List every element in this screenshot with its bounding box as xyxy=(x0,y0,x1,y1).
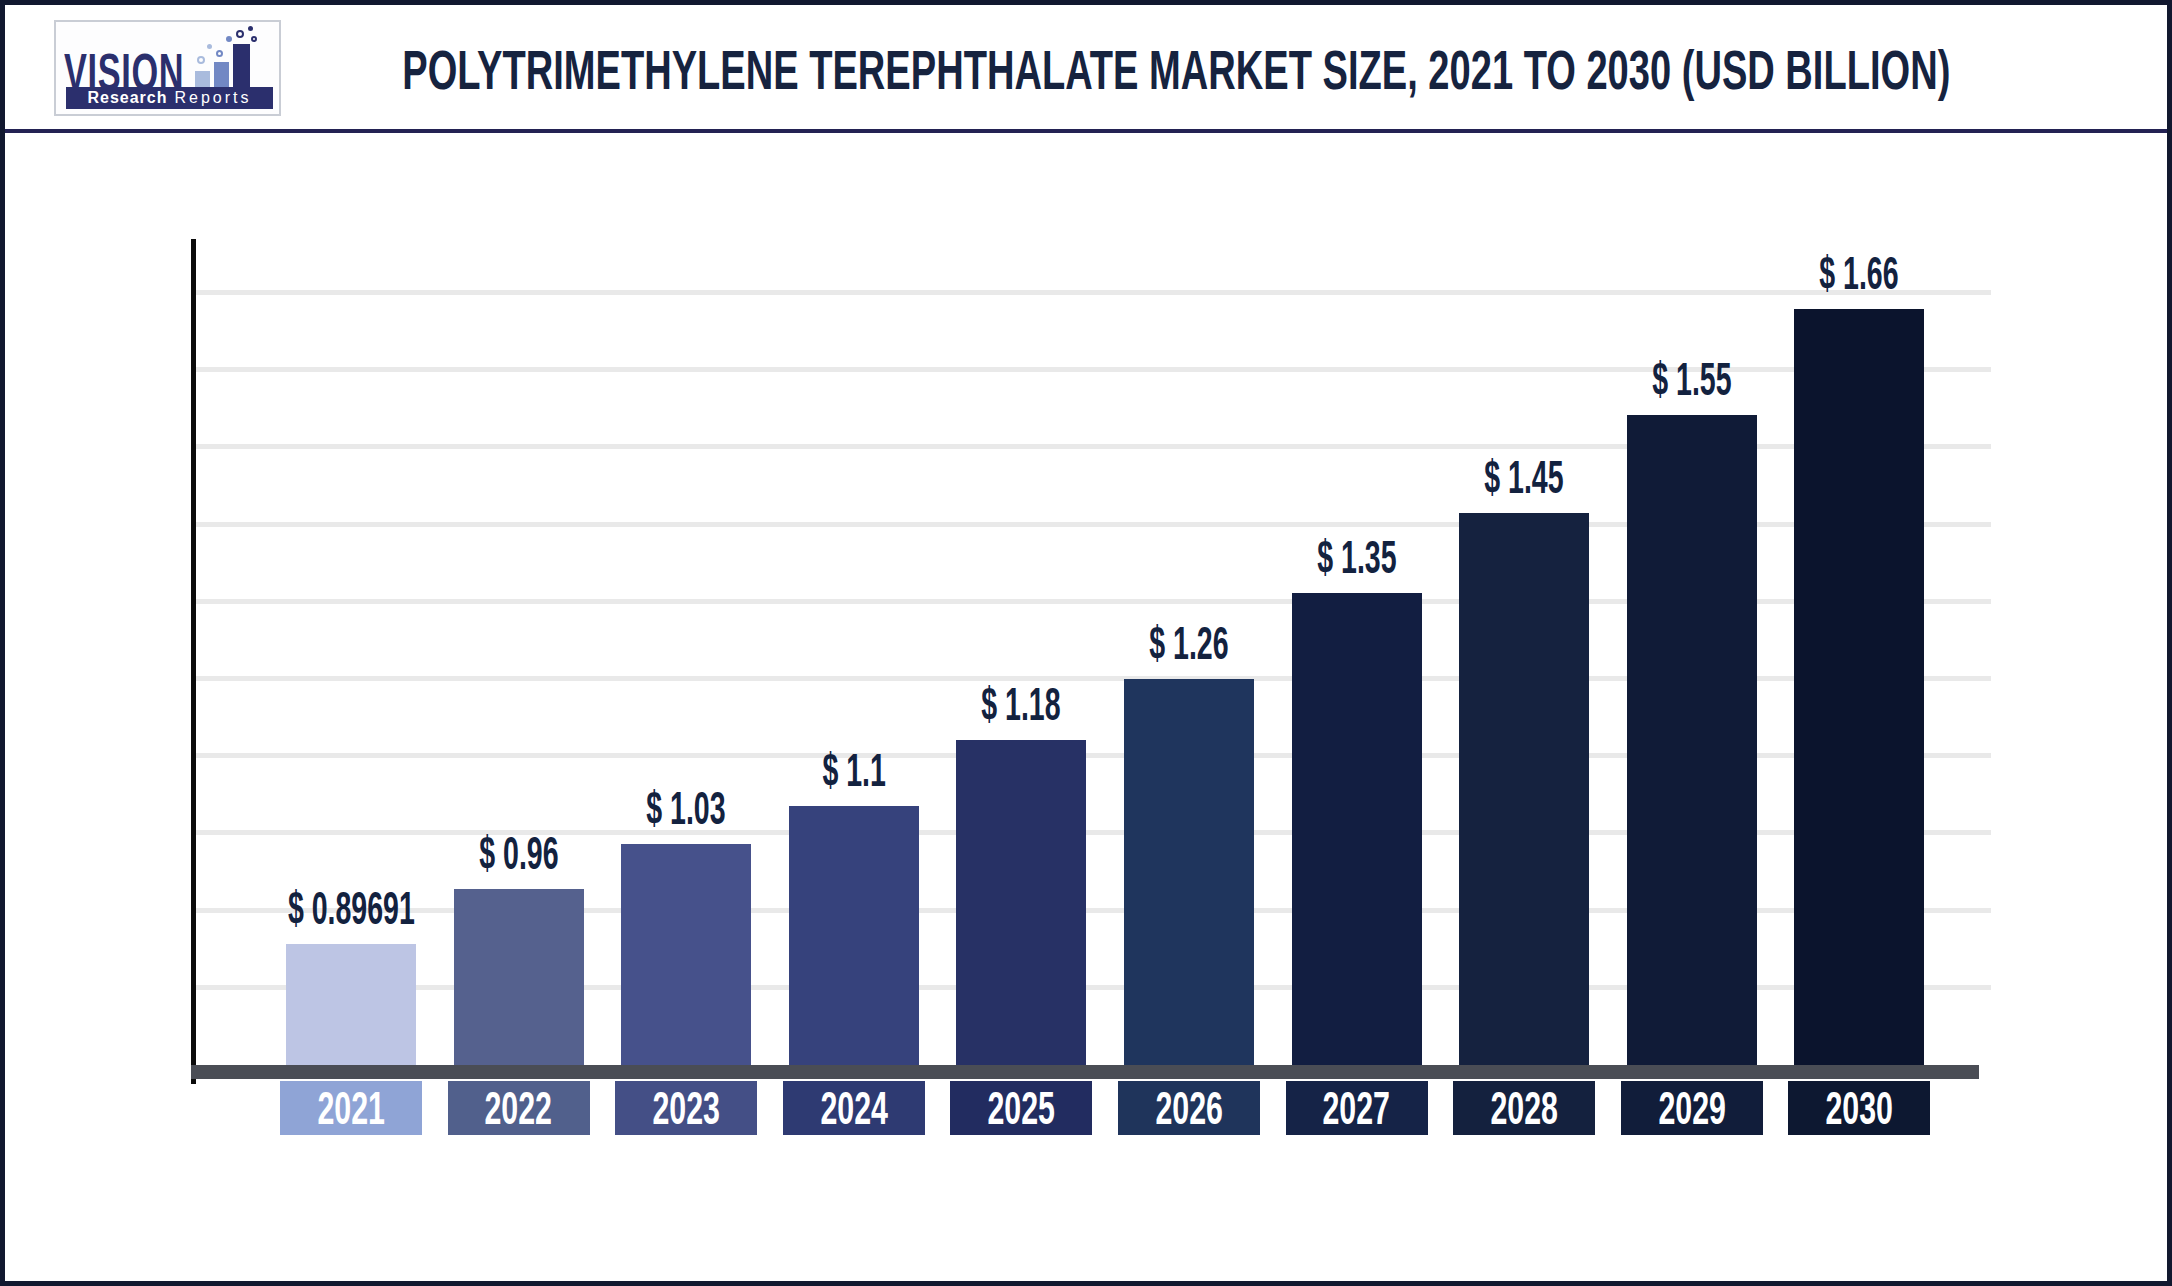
x-axis-label-2023: 2023 xyxy=(615,1081,757,1135)
logo-bubble-icon xyxy=(226,36,232,42)
logo-bubble-icon xyxy=(236,30,244,38)
x-axis-label-2022: 2022 xyxy=(448,1081,590,1135)
x-axis-line xyxy=(191,1065,1979,1079)
logo-tagline-bold: Research xyxy=(87,90,167,106)
bar-2024 xyxy=(789,806,919,1065)
page-title: POLYTRIMETHYLENE TEREPHTHALATE MARKET SI… xyxy=(275,27,2077,111)
bar-2027 xyxy=(1292,593,1422,1065)
logo-bubble-icon xyxy=(248,26,253,31)
bar-2021 xyxy=(286,944,416,1065)
bar-2030 xyxy=(1794,309,1924,1065)
bar-2026 xyxy=(1124,679,1254,1065)
bar-chart: $ 0.89691$ 0.96$ 1.03$ 1.1$ 1.18$ 1.26$ … xyxy=(5,134,2167,1286)
infographic-frame: VISION Research Reports POLYTRIMETHYLENE… xyxy=(0,0,2172,1286)
logo-bubble-icon xyxy=(207,44,212,49)
logo-bubble-icon xyxy=(251,36,257,42)
x-axis-label-2026: 2026 xyxy=(1118,1081,1260,1135)
x-axis-label-2030: 2030 xyxy=(1788,1081,1930,1135)
header-divider xyxy=(5,129,2167,133)
bar-2028 xyxy=(1459,513,1589,1065)
x-axis-label-2027: 2027 xyxy=(1286,1081,1428,1135)
x-axis-label-2028: 2028 xyxy=(1453,1081,1595,1135)
x-axis-label-2025: 2025 xyxy=(950,1081,1092,1135)
logo-tagline-light: Reports xyxy=(175,90,252,106)
logo-bubble-icon xyxy=(216,50,223,57)
header: VISION Research Reports POLYTRIMETHYLENE… xyxy=(5,5,2167,126)
bar-2025 xyxy=(956,740,1086,1065)
bar-2022 xyxy=(454,889,584,1065)
logo-banner: Research Reports xyxy=(66,87,273,109)
x-axis-label-2029: 2029 xyxy=(1621,1081,1763,1135)
logo-bubble-icon xyxy=(197,56,205,64)
y-axis-line xyxy=(191,239,196,1084)
vision-research-reports-logo: VISION Research Reports xyxy=(54,20,281,116)
bar-2029 xyxy=(1627,415,1757,1065)
bar-2023 xyxy=(621,844,751,1065)
x-axis-label-2024: 2024 xyxy=(783,1081,925,1135)
x-axis-label-2021: 2021 xyxy=(280,1081,422,1135)
bar-value-label-2030: $ 1.66 xyxy=(1709,249,2009,299)
